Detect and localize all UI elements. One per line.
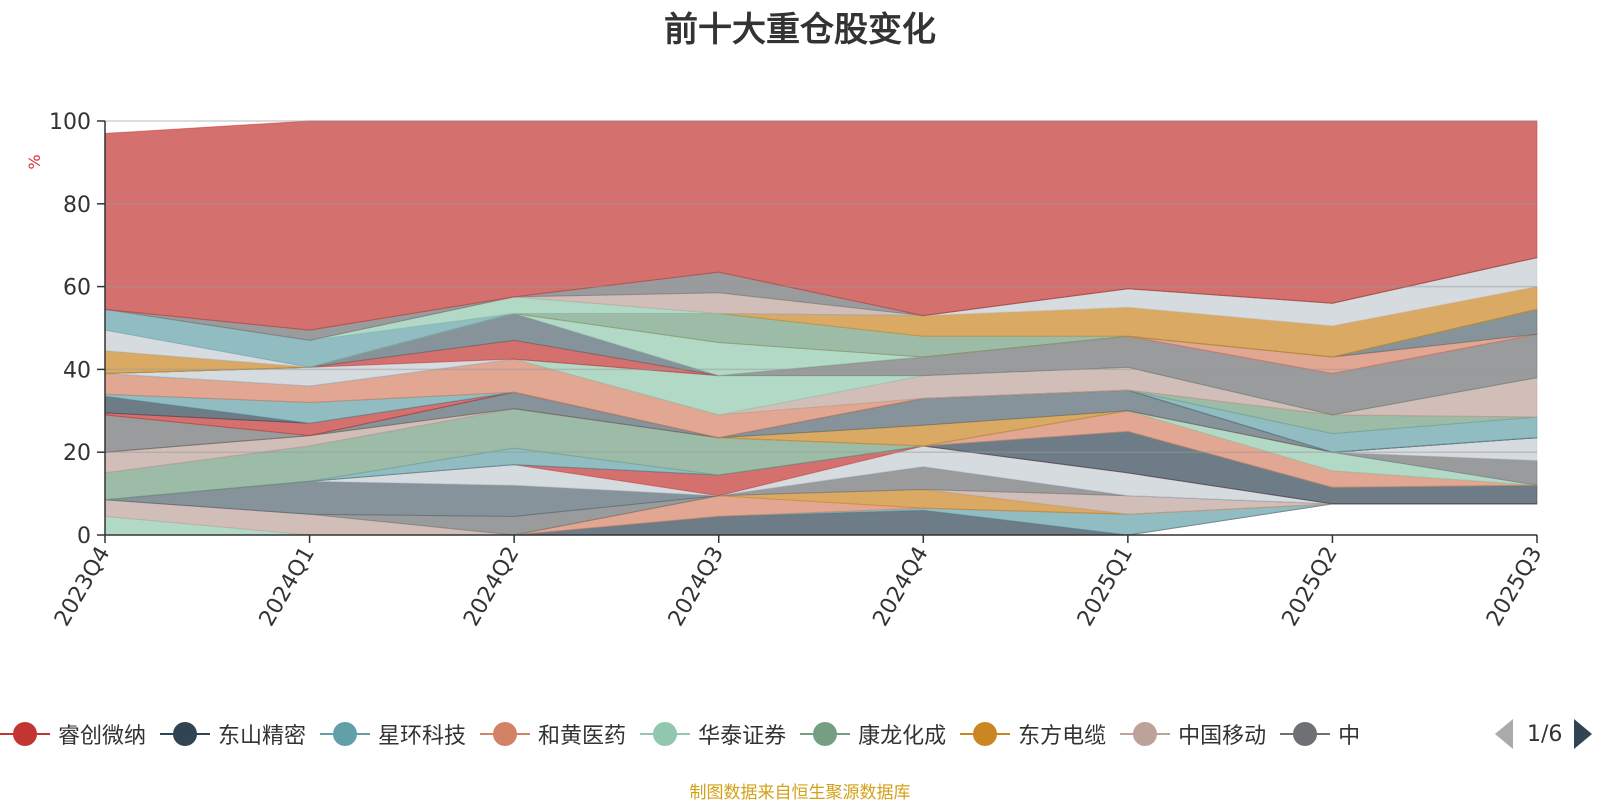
- legend-next-icon[interactable]: [1574, 719, 1593, 749]
- y-tick-label: 20: [63, 441, 91, 466]
- x-tick-label: 2024Q3: [664, 543, 729, 631]
- x-tick-label: 2025Q3: [1482, 543, 1547, 631]
- y-tick-label: 40: [63, 358, 91, 383]
- legend-marker-icon: [640, 719, 691, 749]
- legend-item[interactable]: 和黄医药: [480, 716, 626, 752]
- plot-areas: [104, 120, 1538, 536]
- legend-item[interactable]: 中国移动: [1120, 716, 1266, 752]
- axes: [104, 121, 1537, 536]
- legend-marker-icon: [160, 719, 211, 749]
- legend-marker-icon: [0, 719, 50, 749]
- x-tick-label: 2023Q4: [50, 543, 115, 631]
- area-layer-43: [104, 120, 1538, 331]
- y-axis-ticks: 0 20 40 60 80 100: [49, 110, 105, 549]
- y-tick-label: 60: [63, 276, 91, 301]
- legend-item[interactable]: 睿创微纳: [0, 716, 146, 752]
- legend-label: 东山精密: [218, 724, 307, 749]
- legend-marker-icon: [320, 719, 371, 749]
- legend-page-indicator: 1/6: [1527, 721, 1563, 747]
- legend-label: 华泰证券: [698, 724, 787, 749]
- legend-prev-icon[interactable]: [1495, 719, 1513, 749]
- legend-label: 中: [1338, 724, 1361, 749]
- legend-label: 和黄医药: [538, 724, 627, 749]
- legend-marker-icon: [800, 719, 851, 749]
- chart-title: 前十大重仓股变化: [664, 10, 936, 50]
- y-tick-label: 100: [49, 110, 91, 135]
- legend-label: 东方电缆: [1018, 724, 1107, 749]
- legend-item[interactable]: 康龙化成: [800, 716, 946, 752]
- x-tick-label: 2025Q2: [1278, 543, 1343, 631]
- legend-label: 康龙化成: [858, 724, 947, 749]
- x-tick-label: 2024Q1: [255, 543, 320, 631]
- x-tick-label: 2024Q2: [459, 543, 524, 631]
- x-axis-ticks: 2023Q4 2024Q1 2024Q2 2024Q3 2024Q4 2025Q1 2025…: [50, 535, 1547, 631]
- legend-pager: 1/6: [1495, 716, 1593, 752]
- y-axis-unit-label: %: [25, 154, 44, 169]
- x-tick-label: 2025Q1: [1073, 543, 1138, 631]
- y-tick-label: 80: [63, 193, 91, 218]
- legend-item[interactable]: 星环科技: [320, 716, 466, 752]
- legend-item[interactable]: 东方电缆: [960, 716, 1106, 752]
- gridlines: [105, 120, 1537, 453]
- legend-item[interactable]: 华泰证券: [640, 716, 786, 752]
- legend-label: 中国移动: [1178, 724, 1267, 749]
- legend-marker-icon: [1120, 719, 1171, 749]
- legend-label: 睿创微纳: [58, 724, 147, 749]
- legend-marker-icon: [1280, 719, 1331, 749]
- data-source-note: 制图数据来自恒生聚源数据库: [689, 783, 911, 803]
- y-tick-label: 0: [77, 524, 91, 549]
- legend: 睿创微纳 东山精密 星环科技 和黄医药 华泰证券 康龙化成 东方电缆 中国移动 中: [0, 716, 1450, 756]
- legend-label: 星环科技: [378, 724, 467, 749]
- legend-item[interactable]: 中: [1280, 716, 1360, 752]
- legend-marker-icon: [960, 719, 1011, 749]
- legend-item[interactable]: 东山精密: [160, 716, 306, 752]
- x-tick-label: 2024Q4: [868, 543, 933, 631]
- legend-marker-icon: [480, 719, 531, 749]
